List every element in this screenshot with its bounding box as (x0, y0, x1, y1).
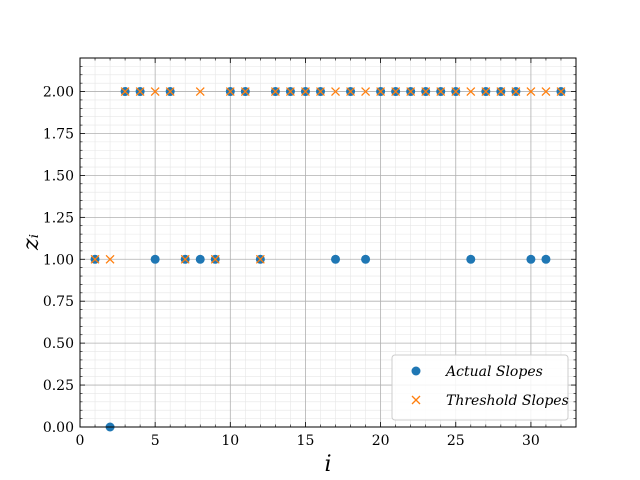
actual-slope-point (466, 254, 476, 264)
y-tick-label: 0.50 (43, 336, 74, 352)
threshold-slope-point (481, 87, 491, 97)
x-tick-label: 5 (151, 433, 160, 449)
threshold-slope-point (255, 254, 265, 264)
threshold-slope-point (466, 87, 476, 97)
x-tick-label: 10 (221, 433, 239, 449)
threshold-slope-point (496, 87, 506, 97)
legend-marker-actual-slopes (411, 366, 421, 376)
threshold-slope-point (195, 87, 205, 97)
x-tick-label: 15 (297, 433, 315, 449)
threshold-slope-point (406, 87, 416, 97)
legend-label-threshold-slopes: Threshold Slopes (446, 393, 569, 409)
threshold-slope-point (331, 87, 340, 97)
x-tick-label: 25 (447, 433, 465, 449)
threshold-slope-point (120, 87, 130, 97)
plot-frame (79, 57, 577, 428)
y-tick-label: 1.00 (43, 252, 74, 268)
x-tick-label: 20 (372, 433, 390, 449)
threshold-slope-point (270, 87, 280, 97)
threshold-slope-point (541, 87, 551, 97)
threshold-slope-point (240, 87, 250, 97)
threshold-slope-point (421, 87, 431, 97)
x-axis-label: i (324, 452, 331, 477)
tick-labels: 0 5 10 15 20 25 30 0.00 0.25 0.50 0.75 1.00 1.25 1.50… (43, 85, 540, 449)
actual-slope-point (541, 254, 551, 264)
threshold-slope-point (526, 87, 536, 97)
data-points (90, 87, 566, 432)
threshold-slope-point (135, 87, 145, 97)
y-tick-label: 1.75 (43, 126, 74, 142)
threshold-slope-point (180, 254, 190, 264)
legend-label-actual-slopes: Actual Slopes (444, 364, 543, 380)
threshold-slope-point (451, 87, 461, 97)
y-tick-label: 0.75 (43, 294, 74, 310)
threshold-slope-point (316, 87, 325, 97)
y-tick-label: 1.50 (43, 168, 74, 184)
actual-slope-point (361, 254, 371, 264)
actual-slope-point (526, 254, 536, 264)
y-axis-label: zᵢ (19, 234, 44, 251)
actual-slope-point (150, 254, 160, 264)
threshold-slope-point (391, 87, 401, 97)
threshold-slope-point (165, 87, 175, 97)
legend-box (391, 354, 569, 421)
threshold-slope-point (105, 254, 115, 264)
x-tick-label: 0 (76, 433, 85, 449)
actual-slope-point (195, 254, 205, 264)
y-tick-label: 2.00 (43, 85, 74, 101)
threshold-slope-point (210, 254, 220, 264)
threshold-slope-point (285, 87, 295, 97)
threshold-slope-point (300, 87, 310, 97)
legend: Actual Slopes Threshold Slopes (391, 354, 569, 421)
actual-slope-point (331, 254, 341, 264)
threshold-slope-point (556, 87, 566, 97)
threshold-slope-point (436, 87, 446, 97)
y-tick-label: 1.25 (43, 210, 74, 226)
legend-marker-threshold-slopes (411, 395, 421, 405)
threshold-slope-point (150, 87, 160, 97)
x-tick-label: 30 (522, 433, 540, 449)
threshold-slope-point (346, 87, 356, 97)
y-tick-label: 0.00 (43, 420, 74, 436)
threshold-slope-point (90, 254, 100, 264)
y-tick-label: 0.25 (43, 378, 74, 394)
threshold-slope-point (361, 87, 371, 97)
threshold-slope-point (225, 87, 235, 97)
threshold-slope-point (511, 87, 521, 97)
threshold-slope-point (376, 87, 386, 97)
